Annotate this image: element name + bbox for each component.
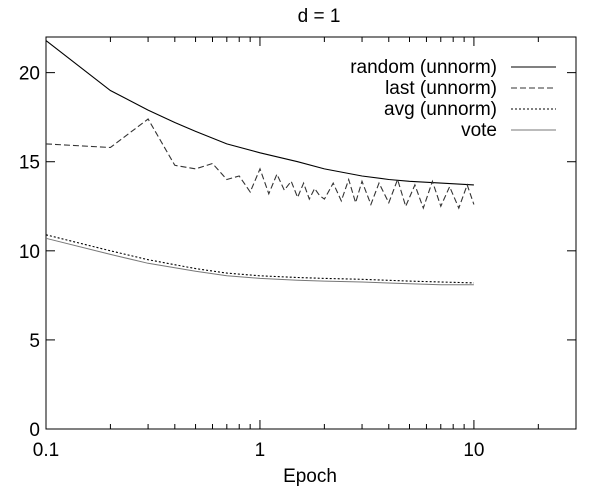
x-tick-label: 1 — [255, 440, 266, 461]
y-tick-label: 20 — [19, 64, 40, 85]
x-tick-label: 0.1 — [33, 440, 59, 461]
x-tick-label: 10 — [463, 440, 484, 461]
chart-title: d = 1 — [298, 6, 341, 27]
series-line-1 — [45, 118, 475, 210]
legend-label-0: random (unnorm) — [350, 57, 497, 78]
plot-frame — [45, 36, 577, 430]
y-tick-label: 0 — [29, 420, 40, 441]
y-tick-label: 10 — [19, 242, 40, 263]
legend-label-2: avg (unnorm) — [384, 99, 497, 120]
series-line-2 — [45, 234, 474, 284]
axis-ticks: 0 5 10 15 20 0.1 1 10 — [19, 37, 576, 461]
legend: random (unnorm)last (unnorm)avg (unnorm)… — [350, 57, 556, 141]
x-axis-label: Epoch — [283, 466, 337, 487]
series-layer — [45, 40, 475, 286]
y-tick-label: 5 — [29, 331, 40, 352]
legend-label-3: vote — [461, 120, 497, 141]
series-line-3 — [45, 237, 474, 286]
series-line-0 — [45, 40, 474, 186]
legend-label-1: last (unnorm) — [385, 78, 497, 99]
y-tick-label: 15 — [19, 153, 40, 174]
